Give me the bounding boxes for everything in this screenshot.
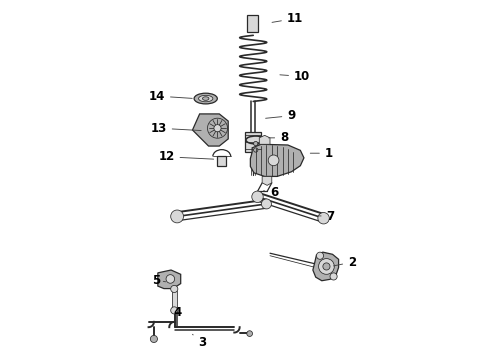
Text: 14: 14 — [148, 90, 192, 103]
Circle shape — [318, 212, 329, 224]
Text: 1: 1 — [310, 147, 333, 160]
Circle shape — [318, 258, 334, 274]
Circle shape — [150, 336, 157, 342]
Bar — [172, 292, 177, 309]
Circle shape — [317, 252, 323, 259]
Text: 4: 4 — [173, 306, 181, 319]
Bar — [245, 132, 261, 152]
Text: 8: 8 — [269, 131, 289, 144]
Circle shape — [323, 263, 330, 270]
Text: 13: 13 — [150, 122, 201, 135]
Circle shape — [247, 331, 252, 337]
Polygon shape — [259, 135, 270, 144]
Polygon shape — [193, 114, 228, 146]
Text: 6: 6 — [264, 186, 278, 199]
Circle shape — [171, 210, 184, 223]
Circle shape — [268, 155, 279, 166]
Text: 3: 3 — [193, 334, 206, 349]
Ellipse shape — [202, 97, 209, 100]
Text: 5: 5 — [152, 274, 166, 287]
Text: 12: 12 — [158, 150, 214, 163]
Text: 10: 10 — [280, 70, 310, 83]
Polygon shape — [250, 144, 304, 176]
Circle shape — [330, 273, 337, 280]
Ellipse shape — [198, 95, 213, 102]
Bar — [247, 15, 258, 32]
Bar — [218, 157, 226, 166]
Text: 11: 11 — [272, 12, 303, 25]
Circle shape — [166, 275, 174, 283]
Circle shape — [253, 141, 258, 146]
Circle shape — [253, 148, 258, 152]
Polygon shape — [262, 176, 272, 185]
Circle shape — [262, 199, 271, 209]
Circle shape — [171, 307, 178, 314]
Text: 7: 7 — [319, 210, 335, 223]
Ellipse shape — [194, 93, 218, 104]
Ellipse shape — [246, 136, 266, 144]
Circle shape — [214, 125, 221, 132]
Polygon shape — [313, 252, 339, 281]
Polygon shape — [158, 270, 181, 289]
Text: 2: 2 — [334, 256, 356, 269]
Text: 9: 9 — [266, 109, 295, 122]
Circle shape — [252, 191, 263, 203]
Circle shape — [171, 285, 178, 293]
